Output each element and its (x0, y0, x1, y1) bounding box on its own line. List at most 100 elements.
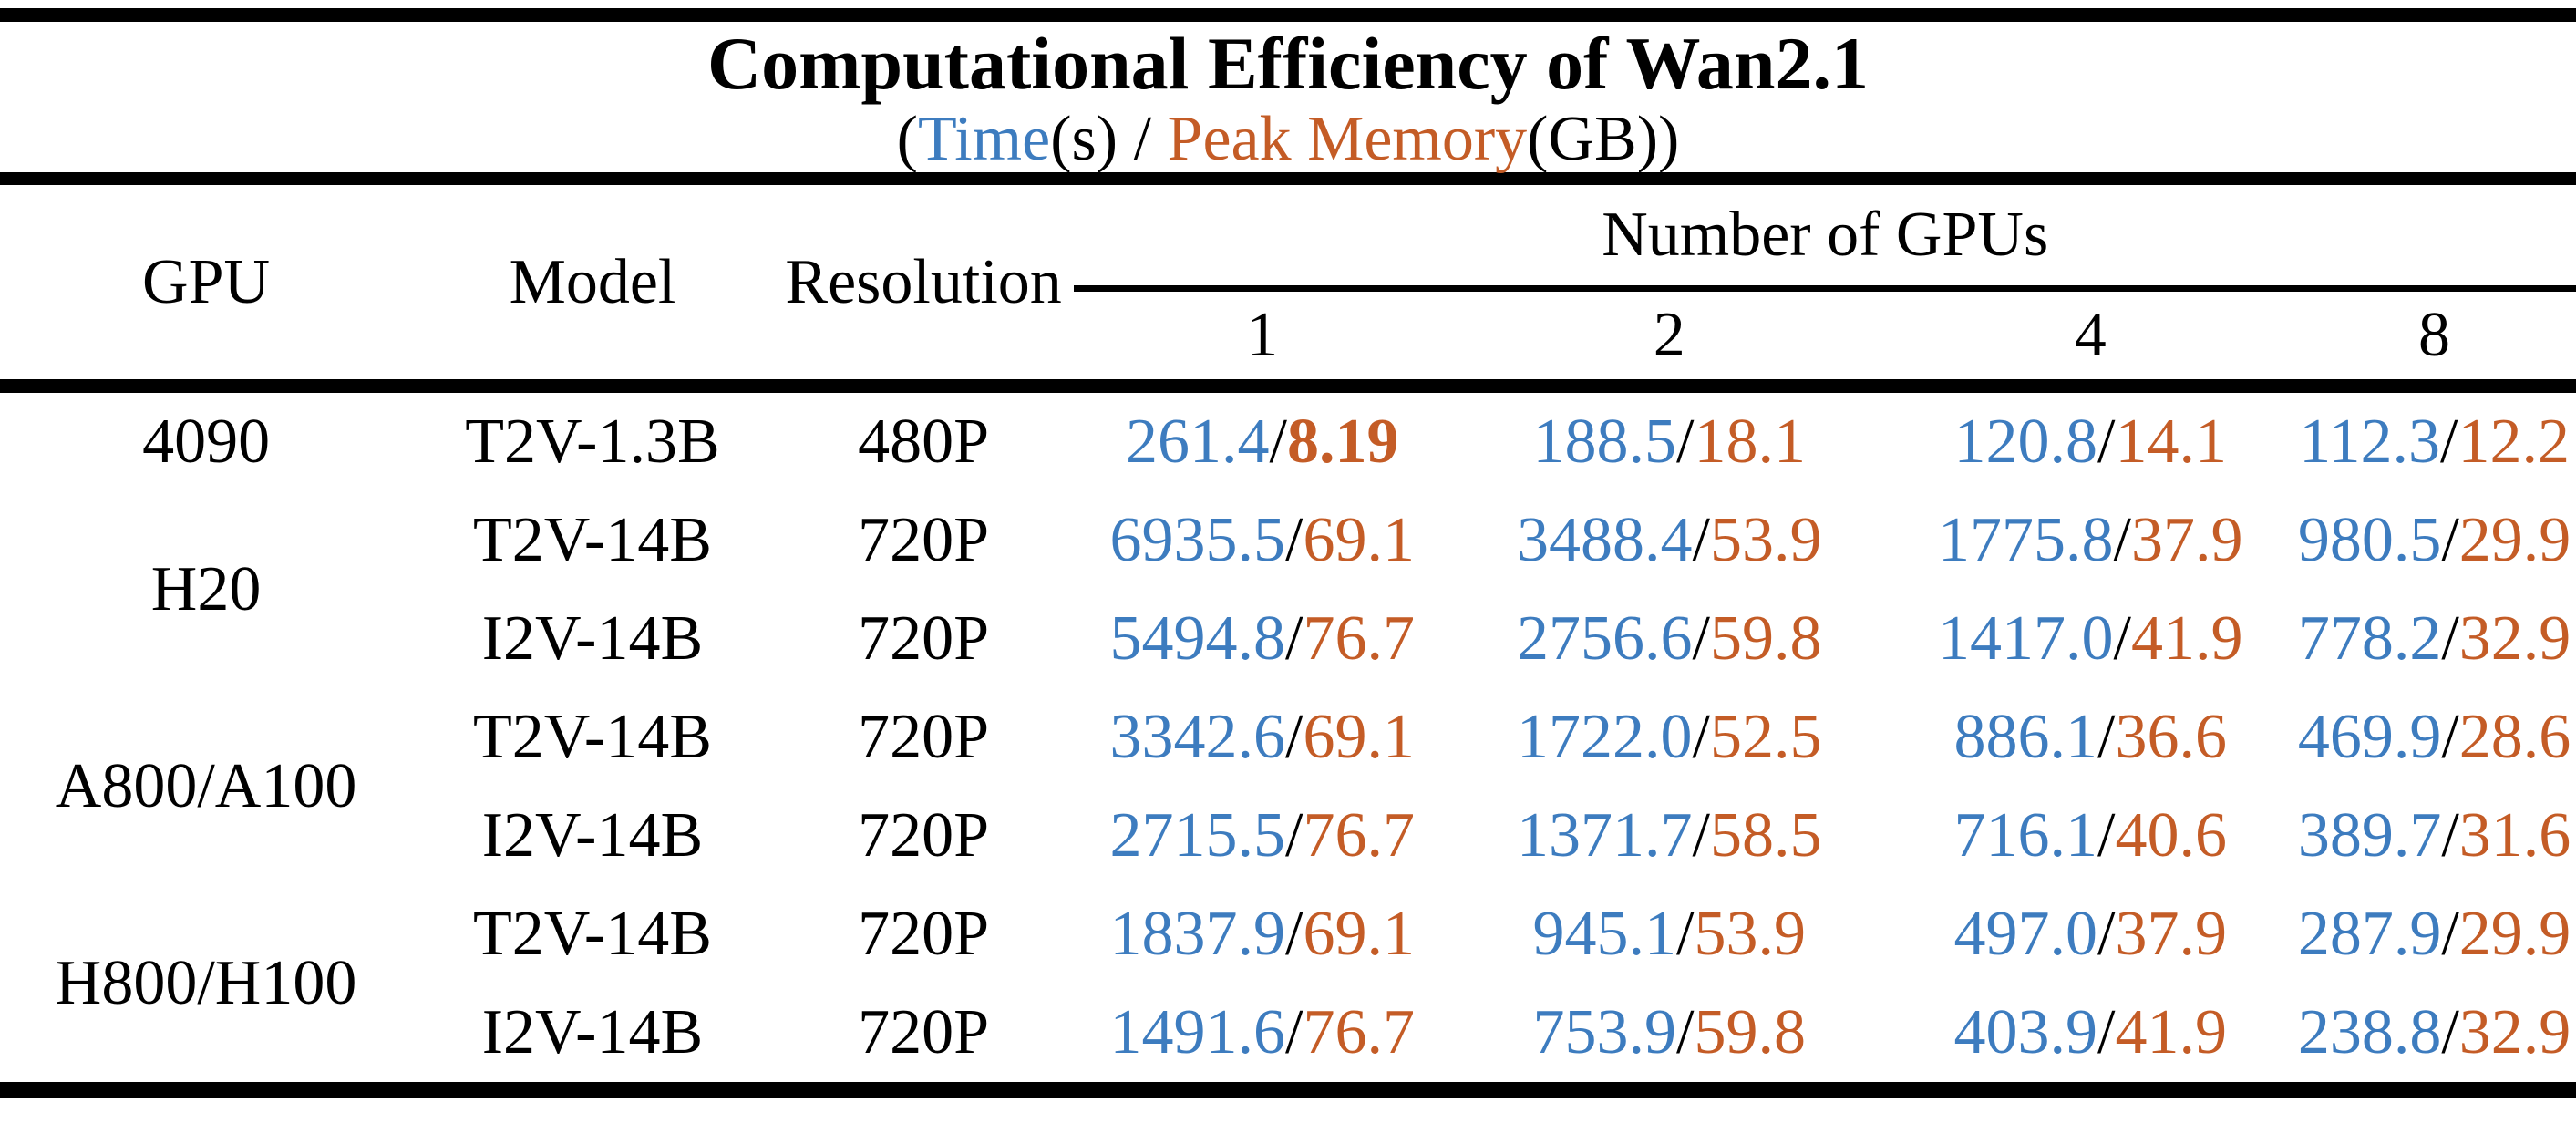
time-value: 2756.6 (1516, 603, 1693, 675)
slash-separator: / (2097, 997, 2116, 1068)
time-value: 6935.5 (1109, 505, 1285, 576)
time-memory-cell: 261.4/8.19 (1074, 386, 1450, 492)
time-value: 753.9 (1532, 997, 1676, 1068)
table-row: I2V-14B 720P 5494.8/76.7 2756.6/59.8 1417.0/… (0, 590, 2576, 688)
time-value: 389.7 (2297, 800, 2442, 871)
title-row: Computational Efficiency of Wan2.1 (Time… (0, 15, 2576, 186)
resolution-cell: 720P (858, 899, 990, 970)
table-subtitle: (Time(s) / Peak Memory(GB)) (0, 106, 2576, 173)
memory-value: 59.8 (1709, 603, 1822, 675)
slash-separator: / (1692, 702, 1710, 773)
time-memory-cell: 120.8/14.1 (1888, 386, 2293, 492)
time-value: 1491.6 (1109, 997, 1285, 1068)
time-memory-cell: 716.1/40.6 (1888, 787, 2293, 885)
table-row: A800/A100 T2V-14B 720P 3342.6/69.1 1722.0/52… (0, 688, 2576, 821)
resolution-cell: 720P (858, 702, 990, 773)
memory-value: 58.5 (1709, 800, 1822, 871)
time-value: 287.9 (2297, 899, 2442, 970)
time-value: 497.0 (1953, 899, 2098, 970)
slash-separator: / (1269, 407, 1287, 478)
slash-separator: / (1284, 997, 1303, 1068)
time-value: 5494.8 (1109, 603, 1285, 675)
model-cell: T2V-14B (473, 702, 712, 773)
model-cell: I2V-14B (481, 800, 704, 871)
memory-value: 29.9 (2458, 899, 2571, 970)
time-memory-cell: 1417.0/41.9 (1888, 590, 2293, 688)
header-row-groups: GPU Model Resolution Number of GPUs (0, 179, 2576, 394)
slash-separator: / (2441, 505, 2459, 576)
table-title: Computational Efficiency of Wan2.1 (706, 22, 1870, 105)
time-value: 1417.0 (1938, 603, 2114, 675)
slash-separator: / (2113, 603, 2131, 675)
slash-separator: / (1675, 899, 1695, 970)
time-memory-cell: 1722.0/52.5 (1450, 688, 1888, 787)
time-value: 3488.4 (1516, 505, 1693, 576)
gpu-count-header-4: 4 (1888, 288, 2293, 394)
slash-separator: / (1284, 702, 1303, 773)
memory-value: 29.9 (2458, 505, 2571, 576)
time-value: 778.2 (2297, 603, 2442, 675)
table-body: 4090 T2V-1.3B 480P 261.4/8.19 188.5/18.1 120.… (0, 386, 2576, 1091)
memory-value: 28.6 (2458, 702, 2571, 773)
time-value: 2715.5 (1109, 800, 1285, 871)
memory-value: 76.7 (1303, 997, 1415, 1068)
memory-value: 12.2 (2458, 407, 2570, 478)
slash-separator: / (1284, 505, 1303, 576)
column-header-model: Model (412, 179, 773, 394)
time-value: 120.8 (1953, 407, 2098, 478)
slash-separator: / (1692, 505, 1710, 576)
title-cell: Computational Efficiency of Wan2.1 (Time… (0, 15, 2576, 186)
model-cell: I2V-14B (481, 603, 704, 675)
time-value: 469.9 (2297, 702, 2442, 773)
slash-separator: / (2097, 407, 2116, 478)
memory-value: 41.9 (2130, 603, 2243, 675)
slash-separator: / (1675, 997, 1695, 1068)
model-cell: T2V-14B (473, 899, 712, 970)
time-value: 238.8 (2297, 997, 2442, 1068)
time-value: 1722.0 (1516, 702, 1693, 773)
slash-separator: / (1284, 603, 1303, 675)
time-memory-cell: 469.9/28.6 (2293, 688, 2576, 787)
resolution-cell: 720P (858, 603, 990, 675)
slash-separator: / (2441, 899, 2459, 970)
memory-value: 14.1 (2115, 407, 2227, 478)
slash-separator: / (2441, 997, 2459, 1068)
memory-value: 53.9 (1694, 899, 1806, 970)
slash-separator: / (1692, 603, 1710, 675)
slash-separator: / (2113, 505, 2131, 576)
memory-value: 41.9 (2115, 997, 2227, 1068)
memory-value: 40.6 (2115, 800, 2227, 871)
memory-value: 37.9 (2130, 505, 2243, 576)
gpu-count-header-1: 1 (1074, 288, 1451, 394)
slash-separator: / (2097, 702, 2116, 773)
memory-value: 32.9 (2458, 603, 2571, 675)
time-memory-cell: 112.3/12.2 (2293, 386, 2576, 492)
table-row: I2V-14B 720P 1491.6/76.7 753.9/59.8 403.9/41… (0, 984, 2576, 1090)
column-header-resolution: Resolution (772, 179, 1075, 394)
time-memory-cell: 3342.6/69.1 (1074, 688, 1450, 787)
memory-value: 76.7 (1303, 800, 1415, 871)
slash-separator: / (1675, 407, 1695, 478)
table-row: H800/H100 T2V-14B 720P 1837.9/69.1 945.1/53.… (0, 885, 2576, 1018)
slash-separator: / (1284, 800, 1303, 871)
slash-separator: / (2441, 702, 2459, 773)
memory-value: 69.1 (1303, 505, 1415, 576)
header-row-gpu-counts: 1 2 4 8 (0, 288, 2576, 394)
time-memory-cell: 5494.8/76.7 (1074, 590, 1450, 688)
time-value: 980.5 (2297, 505, 2442, 576)
table-row: 4090 T2V-1.3B 480P 261.4/8.19 188.5/18.1 120.… (0, 386, 2576, 492)
model-cell: T2V-14B (473, 505, 712, 576)
time-memory-cell: 6935.5/69.1 (1074, 491, 1450, 590)
memory-value: 31.6 (2458, 800, 2571, 871)
time-memory-cell: 2756.6/59.8 (1450, 590, 1888, 688)
time-memory-cell: 1371.7/58.5 (1450, 787, 1888, 885)
memory-value: 53.9 (1709, 505, 1822, 576)
gpu-cell: H800/H100 (55, 948, 357, 1019)
time-value: 716.1 (1953, 800, 2098, 871)
efficiency-table: Computational Efficiency of Wan2.1 (Time… (0, 8, 2576, 1099)
time-value: 403.9 (1953, 997, 2098, 1068)
table-row: H20 T2V-14B 720P 6935.5/69.1 3488.4/53.9 1775… (0, 491, 2576, 624)
memory-value: 32.9 (2458, 997, 2571, 1068)
subtitle-time-label: Time (917, 103, 1051, 174)
